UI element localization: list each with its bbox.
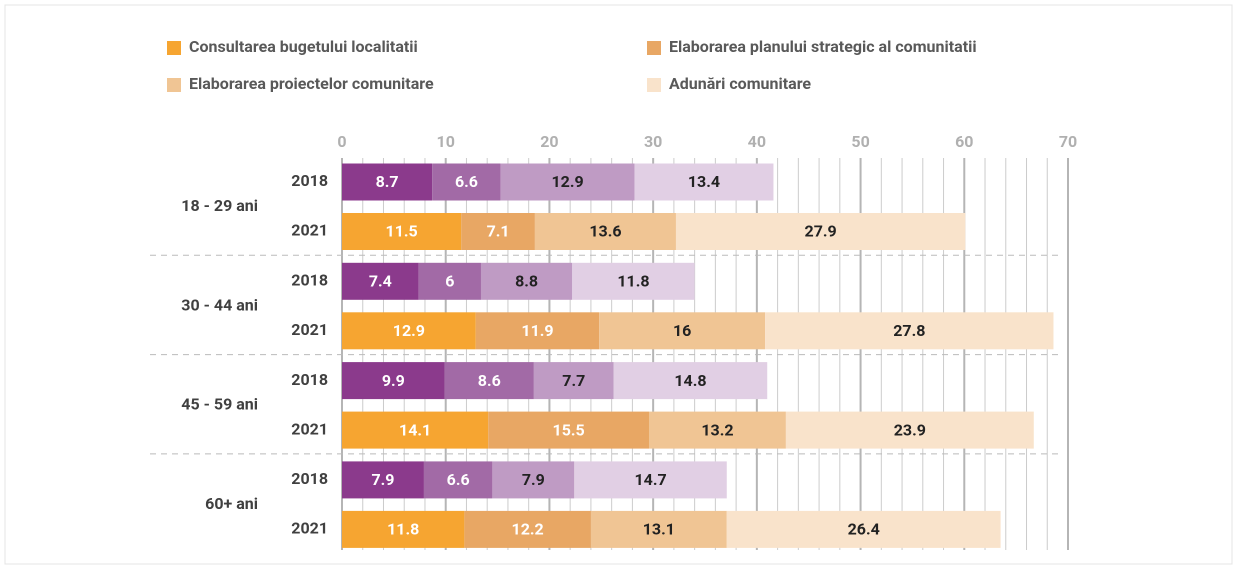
legend-swatch bbox=[647, 41, 661, 55]
y-tick-label: 2021 bbox=[291, 419, 328, 438]
bar-segment bbox=[599, 312, 766, 350]
bar-segment bbox=[461, 213, 535, 250]
value-label: 11.5 bbox=[386, 222, 418, 241]
value-label: 13.1 bbox=[643, 520, 675, 539]
legend-label: Consultarea bugetului localitatii bbox=[189, 37, 418, 56]
x-tick-label: 40 bbox=[748, 132, 766, 151]
x-tick-label: 0 bbox=[337, 132, 346, 151]
legend-swatch bbox=[167, 78, 181, 92]
bar-segment bbox=[785, 411, 1034, 449]
x-tick-label: 10 bbox=[437, 132, 455, 151]
bar-segment bbox=[634, 163, 774, 201]
bar-segment bbox=[342, 411, 489, 449]
bar-segment bbox=[418, 262, 481, 300]
legend-label: Elaborarea proiectelor comunitare bbox=[189, 74, 434, 93]
bar-segment bbox=[342, 213, 462, 250]
value-label: 14.7 bbox=[634, 470, 666, 489]
value-label: 27.8 bbox=[893, 321, 925, 340]
value-label: 13.2 bbox=[701, 420, 733, 439]
bar-segment bbox=[464, 510, 591, 548]
legend-label: Elaborarea planului strategic al comunit… bbox=[669, 37, 977, 56]
value-label: 7.1 bbox=[487, 222, 510, 241]
legend-swatch bbox=[167, 41, 181, 55]
value-label: 12.9 bbox=[551, 172, 583, 191]
x-tick-label: 20 bbox=[540, 132, 558, 151]
value-label: 7.4 bbox=[369, 272, 392, 291]
value-label: 11.9 bbox=[521, 321, 553, 340]
bar-segment bbox=[342, 461, 424, 499]
value-label: 12.9 bbox=[393, 321, 425, 340]
legend-label: Adunări comunitare bbox=[669, 74, 811, 93]
y-tick-label: 2018 bbox=[291, 171, 328, 190]
value-label: 13.4 bbox=[688, 172, 720, 191]
bar-segment bbox=[432, 163, 501, 201]
x-tick-label: 60 bbox=[955, 132, 973, 151]
legend-swatch bbox=[647, 78, 661, 92]
value-label: 8.6 bbox=[478, 371, 501, 390]
bar-segment bbox=[342, 312, 476, 350]
bar-segment bbox=[534, 213, 676, 250]
bar-segment bbox=[342, 510, 465, 548]
bar-segment bbox=[533, 362, 614, 400]
y-tick-label: 2021 bbox=[291, 320, 328, 339]
group-label: 30 - 44 ani bbox=[181, 295, 258, 314]
y-tick-label: 2021 bbox=[291, 519, 328, 538]
value-label: 11.8 bbox=[617, 272, 649, 291]
y-tick-label: 2021 bbox=[291, 221, 328, 240]
value-label: 26.4 bbox=[848, 520, 880, 539]
bar-segment bbox=[648, 411, 786, 449]
value-label: 6 bbox=[445, 272, 454, 291]
value-label: 8.7 bbox=[376, 172, 399, 191]
value-label: 6.6 bbox=[455, 172, 478, 191]
bar-segment bbox=[765, 312, 1054, 350]
group-label: 45 - 59 ani bbox=[181, 395, 258, 414]
x-tick-label: 70 bbox=[1059, 132, 1077, 151]
value-label: 12.2 bbox=[512, 520, 544, 539]
bar-segment bbox=[342, 262, 419, 300]
group-label: 60+ ani bbox=[205, 494, 258, 513]
value-label: 14.1 bbox=[399, 420, 431, 439]
value-label: 15.5 bbox=[553, 420, 585, 439]
x-tick-label: 50 bbox=[851, 132, 869, 151]
bar-segment bbox=[590, 510, 727, 548]
value-label: 11.8 bbox=[387, 520, 419, 539]
value-label: 7.7 bbox=[562, 371, 585, 390]
y-tick-label: 2018 bbox=[291, 370, 328, 389]
bar-segment bbox=[726, 510, 1001, 548]
group-label: 18 - 29 ani bbox=[181, 196, 258, 215]
bar-segment bbox=[574, 461, 727, 499]
value-label: 7.9 bbox=[522, 470, 545, 489]
value-label: 7.9 bbox=[371, 470, 394, 489]
value-label: 16 bbox=[673, 321, 691, 340]
value-label: 14.8 bbox=[674, 371, 706, 390]
y-tick-label: 2018 bbox=[291, 469, 328, 488]
value-label: 8.8 bbox=[515, 272, 538, 291]
bar-segment bbox=[675, 213, 966, 250]
bar-segment bbox=[475, 312, 600, 350]
value-label: 23.9 bbox=[894, 420, 926, 439]
bar-segment bbox=[492, 461, 575, 499]
bar-segment bbox=[613, 362, 768, 400]
bar-segment bbox=[480, 262, 573, 300]
bar-segment bbox=[342, 163, 433, 201]
value-label: 6.6 bbox=[447, 470, 470, 489]
bar-segment bbox=[500, 163, 635, 201]
value-label: 13.6 bbox=[589, 222, 621, 241]
value-label: 9.9 bbox=[382, 371, 405, 390]
bar-segment bbox=[342, 362, 445, 400]
bar-segment bbox=[572, 262, 695, 300]
value-label: 27.9 bbox=[805, 222, 837, 241]
x-tick-label: 30 bbox=[644, 132, 662, 151]
y-tick-label: 2018 bbox=[291, 271, 328, 290]
bar-segment bbox=[444, 362, 534, 400]
bar-segment bbox=[488, 411, 649, 449]
bar-segment bbox=[423, 461, 493, 499]
